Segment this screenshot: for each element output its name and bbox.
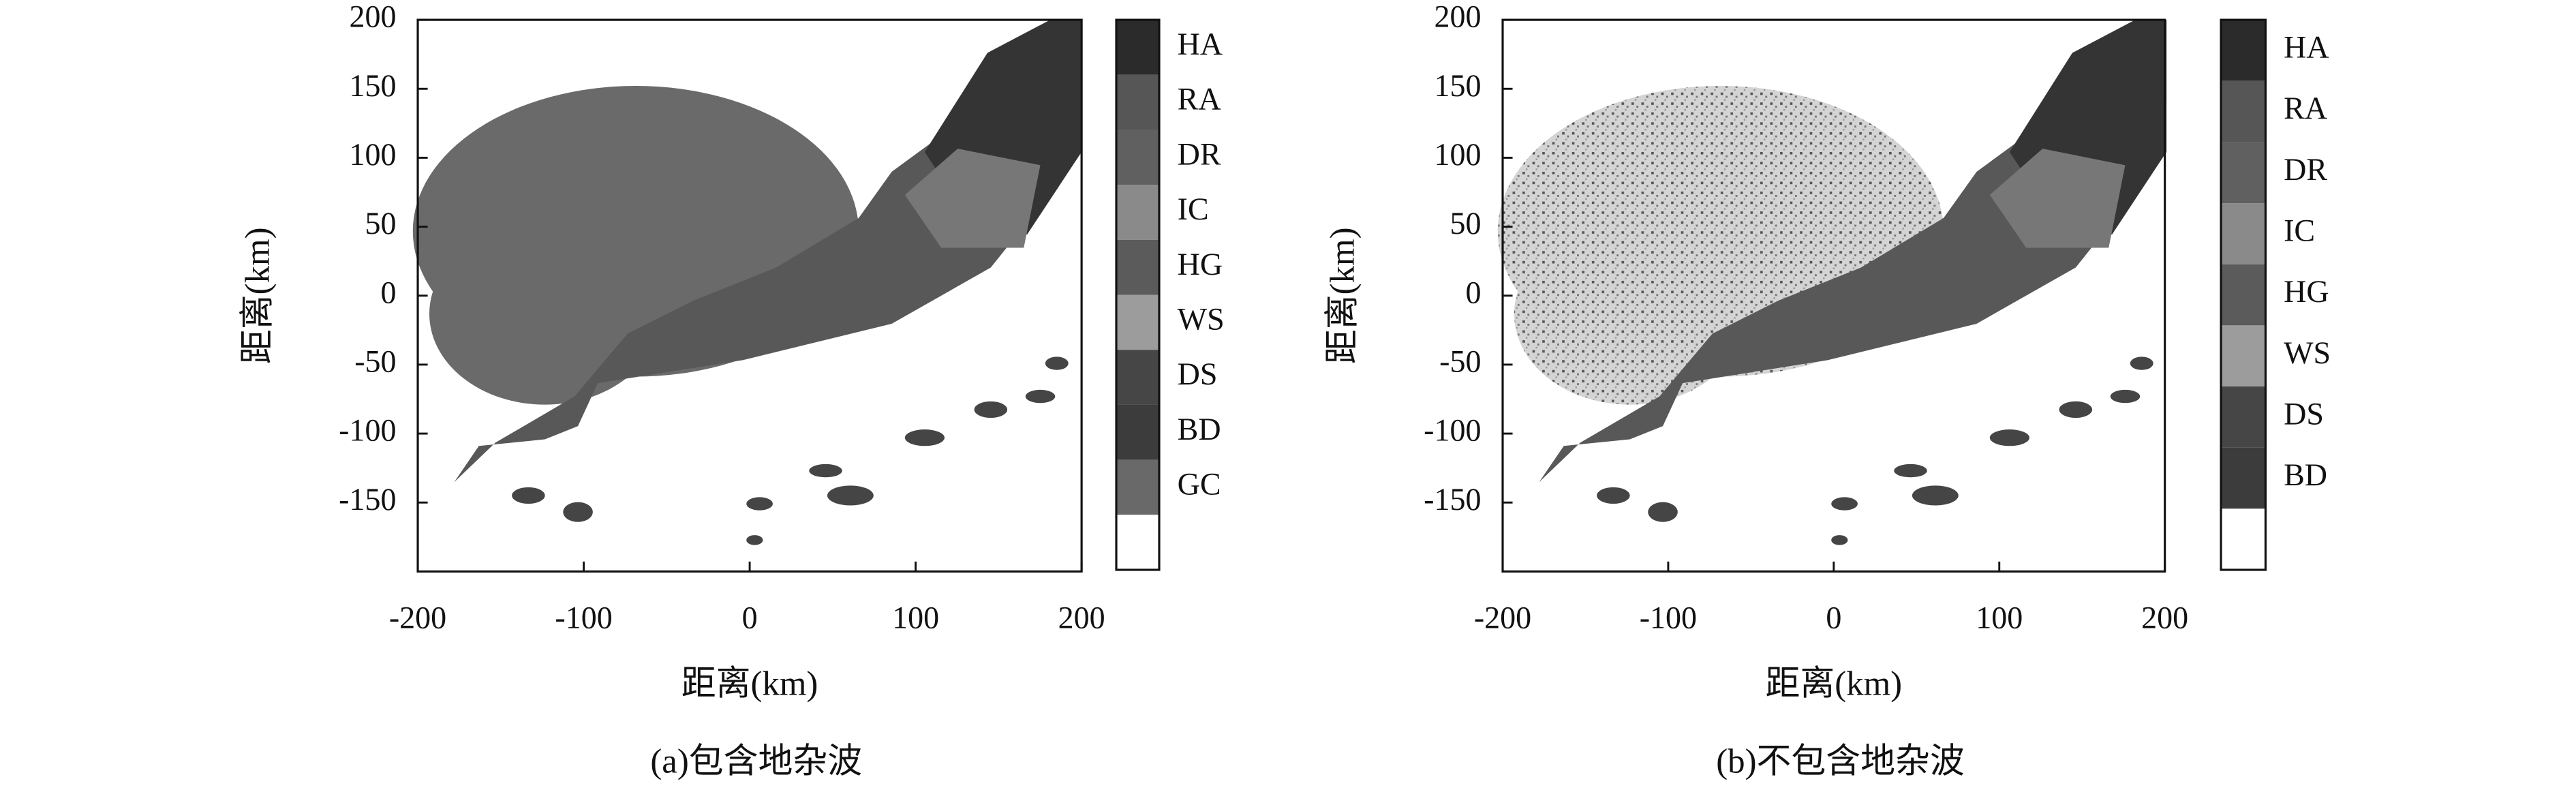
- echo-cell: [1831, 497, 1858, 511]
- echo-region: [429, 223, 661, 405]
- colorbar-label: IC: [1178, 192, 1209, 226]
- colorbar-segment: [2221, 508, 2266, 570]
- colorbar-segment: [2221, 20, 2266, 81]
- colorbar-segment: [2221, 80, 2266, 142]
- echo-cell: [746, 497, 773, 511]
- y-tick-label: -100: [1424, 413, 1481, 448]
- x-tick-label: 200: [2141, 601, 2188, 635]
- colorbar-segment: [1116, 130, 1159, 185]
- y-tick-label: 50: [1450, 206, 1481, 241]
- colorbar-segment: [2221, 264, 2266, 326]
- echo-cell: [563, 502, 593, 522]
- colorbar-segment: [2221, 325, 2266, 387]
- colorbar-segment: [1116, 239, 1159, 295]
- echo-cell: [1989, 429, 2029, 446]
- colorbar-label: WS: [1178, 301, 1225, 336]
- x-tick-label: -100: [1640, 601, 1697, 635]
- echo-cell: [974, 401, 1008, 419]
- echo-cell: [904, 429, 945, 446]
- colorbar-label: RA: [2284, 91, 2327, 125]
- colorbar-segment: [1116, 350, 1159, 405]
- echo-cell: [2059, 401, 2093, 419]
- colorbar-segment: [1116, 459, 1159, 515]
- colorbar-label: BD: [1178, 412, 1221, 446]
- y-tick-label: 0: [381, 275, 397, 309]
- echo-region: [1539, 20, 2167, 483]
- colorbar-segment: [1116, 20, 1159, 75]
- x-axis-label: 距离(km): [1765, 665, 1902, 703]
- colorbar-label: GC: [1178, 467, 1221, 502]
- echo-cell: [827, 485, 874, 506]
- echo-cell: [1025, 389, 1056, 404]
- x-axis-label: 距离(km): [681, 665, 818, 703]
- radar-image: [412, 20, 1082, 545]
- x-tick-label: -200: [1474, 601, 1531, 635]
- colorbar-label: WS: [2284, 335, 2331, 370]
- y-tick-label: 100: [1434, 137, 1481, 172]
- echo-cell: [1912, 485, 1959, 506]
- echo-region: [1514, 223, 1746, 405]
- colorbar-label: BD: [2284, 457, 2327, 492]
- colorbar-segment: [1116, 515, 1159, 570]
- colorbar-segment: [2221, 142, 2266, 204]
- y-tick-label: -150: [1424, 482, 1481, 517]
- x-tick-label: -200: [389, 601, 446, 635]
- y-axis-label: 距离(km): [1323, 227, 1362, 364]
- x-tick-label: 0: [1826, 601, 1841, 635]
- echo-cell: [809, 464, 842, 478]
- colorbar-label: DR: [1178, 136, 1221, 171]
- echo-cell: [1648, 502, 1678, 522]
- colorbar-label: HA: [1178, 27, 1223, 61]
- colorbar-label: DS: [1178, 356, 1218, 391]
- echo-region: [1989, 149, 2126, 248]
- y-axis-label: 距离(km): [239, 227, 277, 364]
- echo-cell: [1894, 464, 1927, 478]
- colorbar-label: HA: [2284, 29, 2329, 64]
- colorbar-label: RA: [1178, 82, 1221, 117]
- colorbar-segment: [1116, 404, 1159, 460]
- colorbar-label: IC: [2284, 213, 2315, 247]
- radar-image: [1497, 20, 2167, 545]
- colorbar-label: HG: [1178, 247, 1223, 282]
- y-tick-label: 50: [365, 206, 397, 241]
- x-tick-label: 100: [1976, 601, 2023, 635]
- y-tick-label: -150: [339, 482, 396, 517]
- echo-cell: [746, 535, 763, 545]
- x-tick-label: 200: [1058, 601, 1105, 635]
- echo-cell: [2130, 356, 2153, 370]
- colorbar-label: HG: [2284, 274, 2329, 309]
- echo-region: [904, 149, 1041, 248]
- colorbar-segment: [2221, 447, 2266, 509]
- colorbar-segment: [1116, 294, 1159, 350]
- colorbar-frame: [1115, 18, 1161, 571]
- colorbar-segment: [1116, 185, 1159, 240]
- colorbar-segment: [2221, 386, 2266, 448]
- colorbar-label: DS: [2284, 396, 2324, 431]
- echo-cell: [2110, 389, 2141, 404]
- caption: (b)不包含地杂波: [1716, 743, 1965, 781]
- echo-cell: [1597, 487, 1630, 504]
- y-tick-label: 150: [1434, 68, 1481, 103]
- y-tick-label: 200: [1434, 0, 1481, 34]
- y-tick-label: 0: [1465, 275, 1481, 309]
- y-tick-label: 200: [350, 0, 397, 34]
- y-tick-label: 150: [350, 68, 397, 103]
- colorbar-segment: [2221, 203, 2266, 264]
- caption: (a)包含地杂波: [650, 743, 862, 781]
- colorbar-label: DR: [2284, 152, 2327, 187]
- echo-cell: [1831, 535, 1848, 545]
- y-tick-label: -50: [1439, 344, 1481, 378]
- echo-cell: [512, 487, 545, 504]
- colorbar-segment: [1116, 74, 1159, 130]
- y-tick-label: -50: [354, 344, 396, 378]
- x-tick-label: 0: [742, 601, 758, 635]
- x-tick-label: -100: [555, 601, 612, 635]
- echo-cell: [1045, 356, 1069, 370]
- echo-region: [454, 20, 1082, 483]
- colorbar-frame: [2220, 18, 2267, 571]
- y-tick-label: 100: [350, 137, 397, 172]
- x-tick-label: 100: [892, 601, 939, 635]
- y-tick-label: -100: [339, 413, 396, 448]
